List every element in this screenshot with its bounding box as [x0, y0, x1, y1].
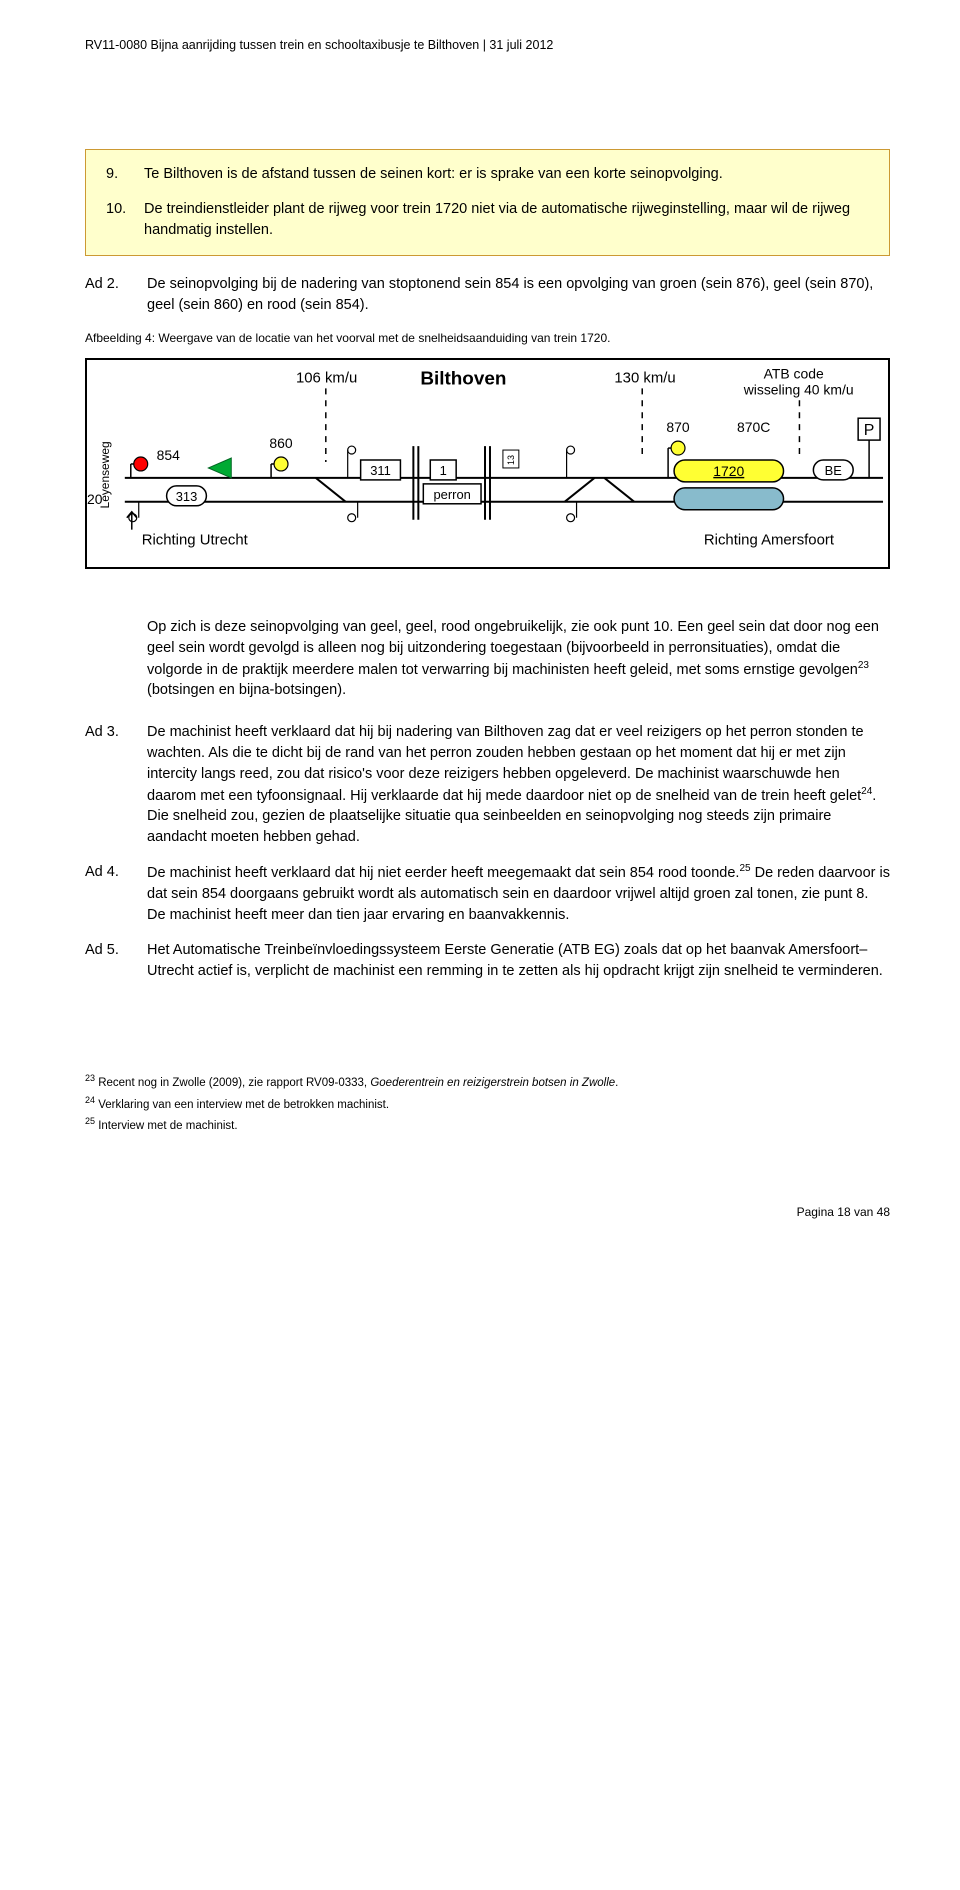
list-item: 9. Te Bilthoven is de afstand tussen de …	[106, 164, 869, 185]
label-870c: 870C	[737, 419, 770, 435]
list-item: 10. De treindienstleider plant de rijweg…	[106, 199, 869, 241]
item-number: 10.	[106, 199, 144, 241]
ad-body: De seinopvolging bij de nadering van sto…	[147, 274, 890, 316]
label-860: 860	[269, 435, 292, 451]
footnote-24: 24 Verklaring van een interview met de b…	[85, 1094, 890, 1113]
label-870: 870	[666, 419, 689, 435]
doc-header: RV11-0080 Bijna aanrijding tussen trein …	[85, 36, 890, 54]
label-be: BE	[825, 463, 843, 478]
ad-label: Ad 2.	[85, 274, 147, 316]
label-311: 311	[370, 463, 391, 478]
item-text: De treindienstleider plant de rijweg voo…	[144, 199, 869, 241]
highlighted-box: 9. Te Bilthoven is de afstand tussen de …	[85, 149, 890, 256]
page-footer: Pagina 18 van 48	[85, 1204, 890, 1221]
label-atb: ATB code wisseling 40 km/u	[743, 365, 854, 397]
ad-body: De machinist heeft verklaard dat hij nie…	[147, 862, 890, 926]
label-854: 854	[157, 447, 180, 463]
label-p: P	[864, 422, 875, 439]
item-number: 9.	[106, 164, 144, 185]
footnotes: 23 Recent nog in Zwolle (2009), zie rapp…	[85, 1072, 890, 1134]
ad-3: Ad 3. De machinist heeft verklaard dat h…	[85, 722, 890, 849]
label-1720: 1720	[713, 463, 744, 479]
label-1: 1	[440, 463, 447, 478]
label-perron: perron	[433, 486, 470, 501]
footnote-25: 25 Interview met de machinist.	[85, 1115, 890, 1134]
diagram-svg: Leyenseweg 106 km/u Bilthoven 130 km/u A…	[87, 360, 888, 560]
ad-label: Ad 5.	[85, 940, 147, 982]
ad-label: Ad 4.	[85, 862, 147, 926]
label-speed-left: 106 km/u	[296, 369, 357, 386]
svg-text:13: 13	[506, 455, 516, 465]
label-bilthoven: Bilthoven	[420, 368, 506, 389]
label-313: 313	[176, 488, 198, 503]
track-diagram: Leyenseweg 106 km/u Bilthoven 130 km/u A…	[85, 358, 890, 569]
ad-body: De machinist heeft verklaard dat hij bij…	[147, 722, 890, 849]
ad-label: Ad 3.	[85, 722, 147, 849]
footnote-23: 23 Recent nog in Zwolle (2009), zie rapp…	[85, 1072, 890, 1091]
label-richting-utrecht: Richting Utrecht	[142, 531, 249, 548]
figure-caption: Afbeelding 4: Weergave van de locatie va…	[85, 330, 890, 347]
label-5620: 5620	[87, 490, 103, 506]
ad-4: Ad 4. De machinist heeft verklaard dat h…	[85, 862, 890, 926]
item-text: Te Bilthoven is de afstand tussen de sei…	[144, 164, 723, 185]
label-richting-amersfoort: Richting Amersfoort	[704, 531, 835, 548]
ad-body: Het Automatische Treinbeïnvloedingssyste…	[147, 940, 890, 982]
label-speed-right: 130 km/u	[614, 369, 675, 386]
ad-2: Ad 2. De seinopvolging bij de nadering v…	[85, 274, 890, 316]
para-after-diagram: Op zich is deze seinopvolging van geel, …	[147, 617, 890, 702]
ad-5: Ad 5. Het Automatische Treinbeïnvloeding…	[85, 940, 890, 982]
